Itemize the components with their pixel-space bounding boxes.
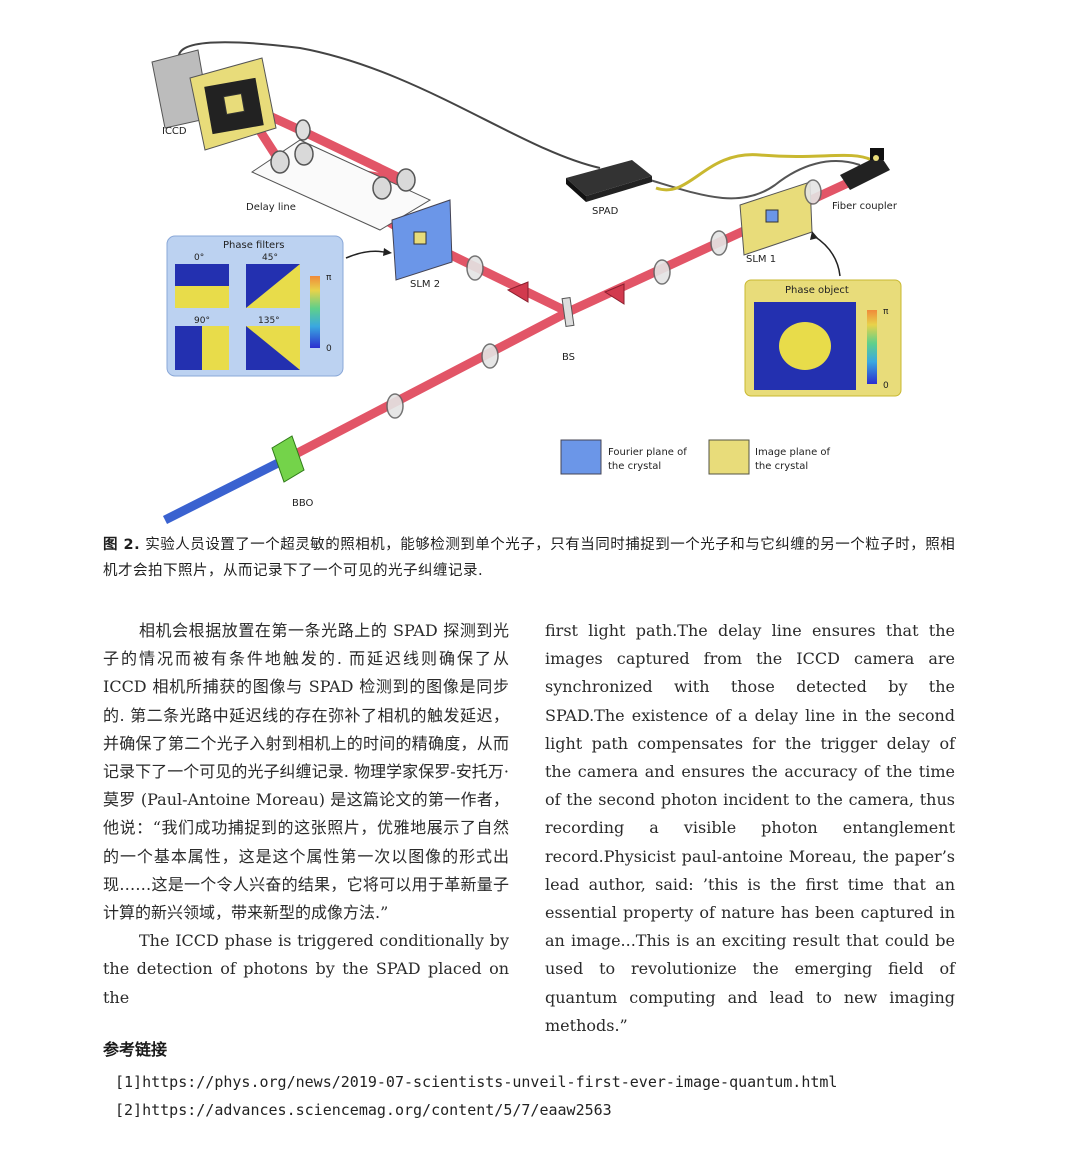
body-paragraph-english-cont: first light path.The delay line ensures …	[545, 621, 955, 1035]
object-scale-bottom: 0	[883, 381, 889, 391]
arrow-to-slm2	[345, 250, 385, 259]
label-slm2: SLM 2	[410, 279, 440, 290]
caption-text: 实验人员设置了一个超灵敏的照相机，能够检测到单个光子，只有当同时捕捉到一个光子和…	[103, 537, 956, 579]
filters	[506, 281, 625, 305]
phase-filters-panel: Phase filters 0° 45° 90° 135° π 0	[166, 235, 344, 377]
body-paragraph-english-start: The ICCD phase is triggered conditionall…	[103, 931, 509, 1007]
phase-object-title: Phase object	[785, 285, 849, 296]
beam-splitter	[561, 297, 575, 327]
iccd-camera	[151, 49, 277, 151]
body-column-right: first light path.The delay line ensures …	[545, 617, 955, 1040]
label-spad: SPAD	[592, 206, 619, 217]
arrow-to-slm1	[813, 235, 841, 277]
angle-90: 90°	[194, 316, 210, 326]
label-fiber-coupler: Fiber coupler	[832, 201, 898, 212]
spad-cable	[649, 160, 861, 200]
figure-2-setup-diagram: ICCD Delay line SPAD Fiber coupler SLM 1…	[0, 0, 1080, 530]
iccd-cable	[177, 41, 601, 169]
reference-link-2[interactable]: [2]https://advances.sciencemag.org/conte…	[115, 1101, 612, 1119]
label-slm1: SLM 1	[746, 254, 776, 265]
angle-45: 45°	[262, 253, 278, 263]
legend-swatch-fourier	[560, 439, 602, 475]
legend: Fourier plane of the crystal Image plane…	[560, 439, 831, 475]
phase-filters-title: Phase filters	[223, 240, 285, 251]
lenses	[386, 179, 822, 419]
fiber-coupler-device	[840, 148, 890, 190]
delay-line-stage	[250, 139, 432, 231]
legend-swatch-image	[708, 439, 750, 475]
bbo-crystal	[271, 435, 305, 483]
label-bbo: BBO	[292, 498, 314, 509]
phase-object-panel: Phase object π 0	[744, 279, 902, 397]
label-bs: BS	[562, 352, 575, 363]
legend-fourier-line2: the crystal	[608, 461, 661, 472]
label-iccd: ICCD	[162, 126, 187, 137]
spad-detector	[566, 160, 652, 202]
figure-caption: 图 2. 实验人员设置了一个超灵敏的照相机，能够检测到单个光子，只有当同时捕捉到…	[103, 532, 963, 584]
filters-scale-bottom: 0	[326, 344, 332, 354]
body-column-left: 相机会根据放置在第一条光路上的 SPAD 探测到光子的情况而被有条件地触发的. …	[103, 617, 509, 1012]
angle-0: 0°	[194, 253, 204, 263]
legend-image-line2: the crystal	[755, 461, 808, 472]
delay-line-mirrors	[270, 142, 416, 200]
references-section: 参考链接 [1]https://phys.org/news/2019-07-sc…	[103, 1036, 963, 1124]
references-heading: 参考链接	[103, 1040, 168, 1059]
label-delay-line: Delay line	[246, 202, 296, 213]
legend-image-line1: Image plane of	[755, 447, 831, 458]
legend-fourier-line1: Fourier plane of	[608, 447, 687, 458]
filters-scale-top: π	[326, 273, 332, 283]
pump-beam	[162, 453, 291, 525]
body-paragraph-chinese: 相机会根据放置在第一条光路上的 SPAD 探测到光子的情况而被有条件地触发的. …	[103, 621, 509, 923]
fiber-cable	[655, 153, 873, 192]
reference-link-1[interactable]: [1]https://phys.org/news/2019-07-scienti…	[115, 1073, 838, 1091]
object-scale-top: π	[883, 307, 889, 317]
caption-label: 图 2.	[103, 537, 141, 553]
angle-135: 135°	[258, 316, 280, 326]
